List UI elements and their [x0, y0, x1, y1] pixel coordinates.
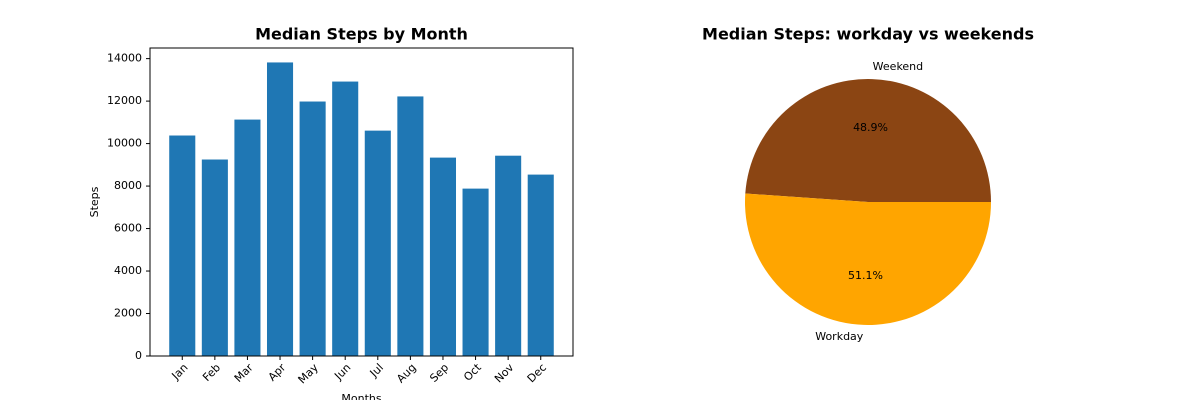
chart-title: Median Steps: workday vs weekends: [702, 25, 1034, 44]
y-tick-label: 10000: [107, 137, 142, 150]
bar: [397, 96, 424, 356]
bar: [266, 62, 294, 356]
x-tick-label: Aug: [394, 361, 418, 385]
bar: [169, 135, 196, 356]
x-tick-label: Jul: [367, 361, 386, 380]
bar: [299, 101, 326, 356]
bar: [332, 81, 359, 357]
bar: [201, 159, 228, 356]
y-tick-label: 14000: [107, 52, 142, 65]
x-tick-label: Oct: [461, 361, 484, 384]
x-tick-label: Dec: [525, 361, 549, 385]
x-tick-label: Jun: [331, 361, 353, 383]
y-tick-label: 4000: [114, 264, 142, 277]
y-tick-label: 0: [135, 349, 142, 362]
slice-label: Workday: [815, 330, 864, 343]
bar: [429, 157, 457, 356]
bar: [234, 119, 261, 356]
y-tick-label: 8000: [114, 179, 142, 192]
x-tick-label: Jan: [169, 361, 191, 383]
bar: [527, 174, 554, 356]
pie-slice: [745, 193, 991, 325]
y-tick-label: 2000: [114, 307, 142, 320]
x-tick-label: Mar: [232, 361, 256, 385]
chart-title: Median Steps by Month: [255, 25, 468, 44]
y-axis-label: Steps: [88, 186, 101, 217]
x-tick-label: Sep: [427, 361, 451, 385]
slice-label: Weekend: [873, 60, 923, 73]
x-tick-label: Apr: [266, 361, 289, 384]
bar: [364, 130, 391, 356]
plot-frame: [149, 47, 574, 357]
bar: [495, 155, 522, 356]
x-tick-label: Nov: [492, 361, 517, 386]
bar: [462, 188, 489, 356]
x-axis-label: Months: [341, 392, 381, 400]
percent-label: 51.1%: [848, 269, 883, 282]
pie-slice: [745, 78, 991, 202]
percent-label: 48.9%: [853, 121, 888, 134]
x-tick-label: Feb: [200, 361, 223, 384]
y-tick-label: 12000: [107, 94, 142, 107]
y-tick-label: 6000: [114, 222, 142, 235]
x-tick-label: May: [296, 361, 322, 387]
